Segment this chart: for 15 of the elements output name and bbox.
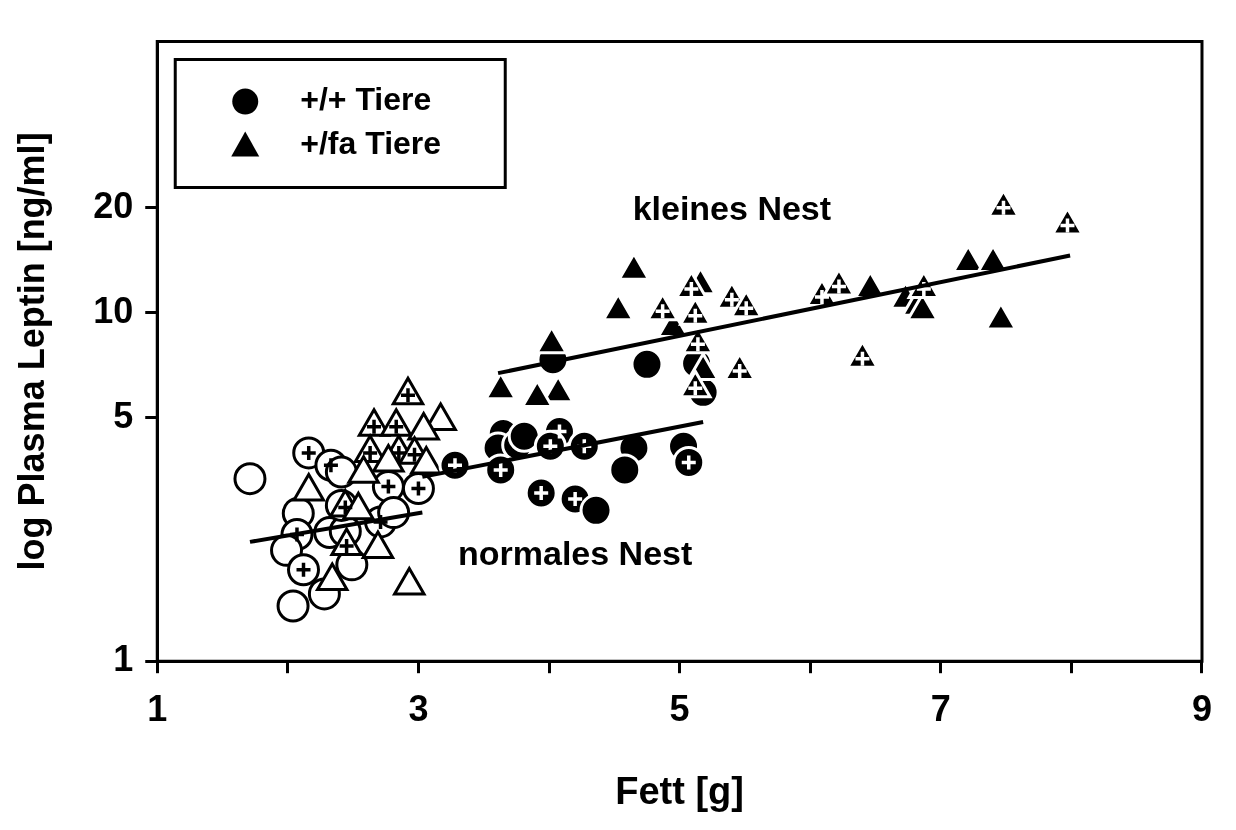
x-tick-label: 7 [930,687,951,729]
annotation: kleines Nest [632,189,832,228]
x-tick-label: 1 [147,687,168,729]
y-tick-label: 10 [93,289,134,331]
x-tick-label: 9 [1191,687,1212,729]
y-axis-title: log Plasma Leptin [ng/ml] [10,132,52,571]
x-tick-label: 3 [408,687,429,729]
x-axis-title: Fett [g] [615,769,744,812]
x-tick-label: 5 [669,687,690,729]
y-tick-label: 20 [93,184,134,226]
y-tick-label: 1 [113,638,134,680]
annotation: normales Nest [457,534,693,573]
y-tick-label: 5 [113,394,134,436]
legend-label: +/fa Tiere [300,125,442,162]
legend-label: +/+ Tiere [300,81,432,118]
